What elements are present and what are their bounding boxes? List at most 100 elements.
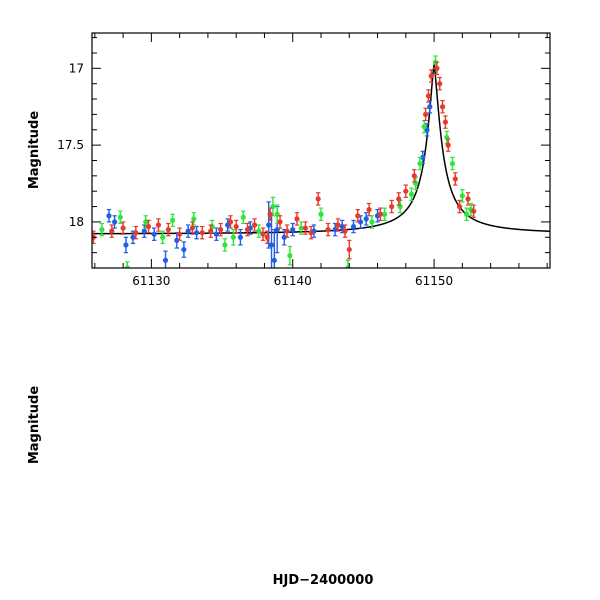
data-point-red — [120, 225, 126, 231]
data-point-red — [514, 450, 519, 455]
panel-top: Magnitude 61080 61100 61120 61140 16 17 18 6113… — [27, 32, 551, 563]
data-point-blue — [324, 513, 329, 518]
data-point-red — [382, 469, 387, 474]
data-point-blue — [247, 466, 252, 471]
data-point-red — [302, 225, 309, 231]
data-point-red — [434, 65, 440, 71]
data-point-green — [430, 466, 435, 471]
data-point-red — [479, 463, 484, 468]
panel-bottom: Magnitude HJD−2400000 — [27, 386, 373, 588]
data-point-green — [303, 470, 308, 475]
data-point-red — [306, 472, 311, 477]
data-point-red — [489, 459, 494, 464]
data-point-blue — [364, 464, 369, 469]
series-green — [168, 332, 524, 486]
data-point-red — [280, 469, 285, 474]
data-point-red — [227, 219, 234, 225]
series-blue — [181, 419, 509, 539]
data-point-blue — [447, 487, 452, 492]
data-point-red — [218, 227, 224, 233]
data-point-red — [290, 470, 295, 475]
data-point-red — [387, 471, 392, 476]
series-red — [115, 392, 525, 495]
data-point-blue — [502, 431, 507, 436]
data-point-red — [463, 468, 468, 473]
data-point-green — [408, 191, 415, 197]
data-point-red — [234, 470, 239, 475]
data-point-blue — [280, 462, 285, 467]
data-point-red — [186, 472, 191, 477]
y-tick-label: 17.5 — [57, 138, 84, 152]
data-point-red — [425, 93, 432, 99]
data-point-green — [240, 460, 245, 465]
data-point-red — [296, 473, 301, 478]
data-point-green — [382, 211, 388, 217]
x-tick-label: 61140 — [439, 549, 477, 563]
data-point-green — [160, 234, 166, 240]
y-tick-label: 18 — [69, 215, 84, 229]
data-point-red — [341, 470, 346, 475]
data-point-red — [452, 176, 458, 182]
data-point-blue — [357, 219, 364, 225]
data-point-green — [390, 480, 395, 485]
data-point-red — [250, 471, 255, 476]
data-point-red — [494, 456, 499, 461]
data-point-red — [265, 468, 270, 473]
data-point-green — [124, 265, 130, 268]
data-point-red — [166, 470, 171, 475]
data-point-red — [355, 213, 361, 219]
data-point-red — [251, 222, 258, 228]
x-tick-label: 61100 — [236, 549, 274, 563]
panel-1-y-axis: 16 17 18 — [69, 307, 550, 530]
data-point-red — [453, 467, 458, 472]
data-point-red — [233, 223, 239, 230]
data-point-blue — [311, 473, 316, 478]
data-point-blue — [194, 230, 200, 236]
data-point-red — [336, 473, 341, 478]
data-point-red — [285, 471, 290, 476]
data-point-blue — [181, 246, 187, 253]
data-point-blue — [151, 231, 157, 237]
data-point-green — [240, 214, 246, 220]
data-point-red — [335, 222, 341, 228]
data-point-red — [294, 216, 300, 222]
data-point-red — [407, 470, 412, 475]
data-point-blue — [141, 228, 147, 234]
data-point-red — [465, 196, 471, 202]
panel-bottom-ylabel: Magnitude — [27, 386, 42, 465]
y-tick-label: 17 — [69, 384, 84, 398]
data-point-red — [346, 473, 351, 478]
data-point-red — [208, 228, 214, 234]
data-point-red — [267, 211, 273, 217]
data-point-red — [362, 469, 367, 474]
data-point-green — [519, 459, 524, 464]
data-point-blue — [407, 467, 412, 472]
data-point-red — [194, 469, 199, 474]
data-point-blue — [486, 460, 491, 465]
data-point-red — [189, 225, 195, 231]
data-point-blue — [344, 477, 349, 482]
data-point-green — [287, 253, 293, 259]
data-point-red — [517, 456, 522, 461]
data-point-blue — [354, 470, 359, 475]
data-point-red — [133, 230, 139, 236]
x-tick-label: 61130 — [132, 274, 170, 288]
data-point-blue — [316, 463, 321, 468]
panel-1-x-axis: 61080 61100 61120 61140 — [102, 308, 535, 563]
data-point-blue — [174, 237, 180, 243]
data-point-green — [217, 472, 222, 477]
data-point-red — [316, 473, 321, 478]
data-point-red — [411, 173, 417, 179]
data-point-blue — [301, 481, 306, 486]
data-point-blue — [281, 234, 287, 240]
data-point-red — [176, 470, 181, 475]
data-point-red — [445, 142, 451, 148]
y-tick-label: 18 — [69, 461, 84, 475]
data-point-red — [161, 468, 166, 473]
data-point-red — [311, 470, 316, 475]
data-point-red — [519, 460, 524, 465]
data-point-red — [346, 246, 352, 253]
data-point-red — [351, 470, 356, 475]
data-point-blue — [237, 234, 244, 240]
